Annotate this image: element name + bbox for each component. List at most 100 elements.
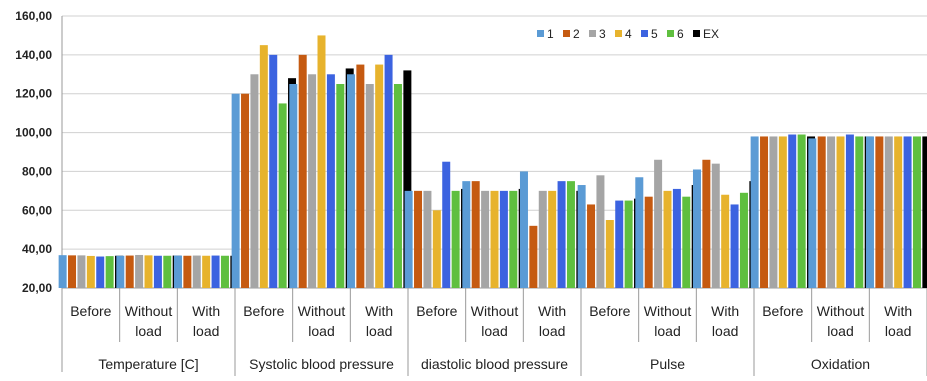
bar-series-3 [365, 84, 374, 288]
bar-series-3 [538, 190, 547, 288]
x-tick-label: With [192, 303, 220, 319]
bar-series-5 [96, 256, 105, 288]
y-tick-label: 120,00 [15, 87, 52, 101]
bar-series-2 [125, 255, 134, 288]
group-label: diastolic blood pressure [421, 356, 568, 372]
bar-series-3 [423, 190, 432, 288]
bar-series-5 [557, 181, 566, 288]
bar-series-5 [788, 134, 797, 288]
bar-series-5 [211, 255, 220, 288]
bar-series-4 [548, 190, 557, 288]
y-tick-label: 40,00 [22, 242, 52, 256]
x-tick-label: Without [644, 303, 692, 319]
x-tick-label: load [885, 323, 911, 339]
bar-series-2 [817, 136, 826, 288]
bar-series-6 [624, 200, 633, 288]
bar-series-1 [58, 255, 67, 288]
y-tick-label: 100,00 [15, 126, 52, 140]
bar-series-EX [403, 70, 412, 289]
bar-series-4 [605, 220, 614, 288]
bar-series-4 [202, 255, 211, 288]
bar-series-3 [308, 74, 317, 289]
group-label: Temperature [C] [98, 356, 198, 372]
bar-series-3 [596, 175, 605, 288]
bar-series-6 [220, 255, 229, 288]
y-tick-label: 160,00 [15, 9, 52, 23]
y-tick-label: 80,00 [22, 164, 52, 178]
group-label: Systolic blood pressure [249, 356, 394, 372]
legend-label: 2 [573, 27, 580, 41]
bar-series-4 [86, 255, 95, 288]
legend-swatch-1 [537, 30, 544, 37]
bar-series-4 [778, 136, 787, 288]
bar-series-6 [682, 196, 691, 288]
bar-series-5 [153, 255, 162, 288]
bar-series-1 [462, 181, 471, 288]
bar-series-6 [393, 84, 402, 288]
bar-series-5 [269, 54, 278, 288]
legend-swatch-2 [563, 30, 570, 37]
bar-series-1 [173, 255, 182, 288]
y-tick-label: 60,00 [22, 203, 52, 217]
legend-label: 6 [677, 27, 684, 41]
bar-series-6 [509, 190, 518, 288]
bar-series-1 [750, 136, 759, 288]
x-tick-label: Before [70, 303, 111, 319]
bar-series-3 [192, 255, 201, 288]
group-label: Pulse [650, 356, 685, 372]
bar-series-4 [375, 64, 384, 288]
legend-swatch-EX [693, 30, 700, 37]
x-tick-label: With [365, 303, 393, 319]
bar-series-4 [144, 255, 153, 288]
x-tick-label: load [654, 323, 680, 339]
bar-series-1 [865, 136, 874, 288]
bar-series-1 [404, 190, 413, 288]
bar-series-6 [163, 255, 172, 288]
bar-series-3 [654, 159, 663, 288]
bar-series-1 [577, 185, 586, 288]
bar-series-5 [903, 136, 912, 288]
bar-series-2 [760, 136, 769, 288]
x-tick-label: load [827, 323, 853, 339]
bar-series-2 [529, 225, 538, 288]
bar-series-6 [278, 103, 287, 288]
x-tick-label: Before [243, 303, 284, 319]
bar-series-1 [289, 84, 298, 288]
bar-series-3 [135, 254, 144, 288]
legend-swatch-6 [667, 30, 674, 37]
bar-series-2 [875, 136, 884, 288]
bar-series-3 [827, 136, 836, 288]
group-label: Oxidation [811, 356, 870, 372]
bar-series-4 [259, 45, 268, 289]
bar-series-5 [845, 134, 854, 288]
bar-series-2 [68, 255, 77, 288]
bar-series-1 [519, 171, 528, 288]
x-tick-label: load [539, 323, 565, 339]
bar-series-4 [432, 210, 441, 288]
bar-series-EX [922, 136, 927, 288]
bar-series-3 [481, 190, 490, 288]
x-tick-label: load [135, 323, 161, 339]
bar-series-6 [797, 134, 806, 288]
legend-label: EX [703, 27, 719, 41]
legend-label: 5 [651, 27, 658, 41]
bar-series-3 [769, 136, 778, 288]
x-tick-label: Without [471, 303, 519, 319]
x-tick-label: load [712, 323, 738, 339]
bar-series-5 [326, 74, 335, 289]
bar-series-1 [692, 169, 701, 288]
x-tick-label: load [366, 323, 392, 339]
x-tick-label: Without [298, 303, 346, 319]
x-tick-label: Before [416, 303, 457, 319]
bar-series-4 [490, 190, 499, 288]
x-tick-label: Without [817, 303, 865, 319]
bar-series-2 [356, 64, 365, 288]
bar-series-1 [808, 138, 817, 288]
y-tick-label: 140,00 [15, 48, 52, 62]
legend-swatch-5 [641, 30, 648, 37]
bar-series-4 [317, 35, 326, 288]
bar-series-3 [77, 255, 86, 288]
bar-series-2 [241, 93, 250, 288]
bar-series-5 [730, 204, 739, 288]
